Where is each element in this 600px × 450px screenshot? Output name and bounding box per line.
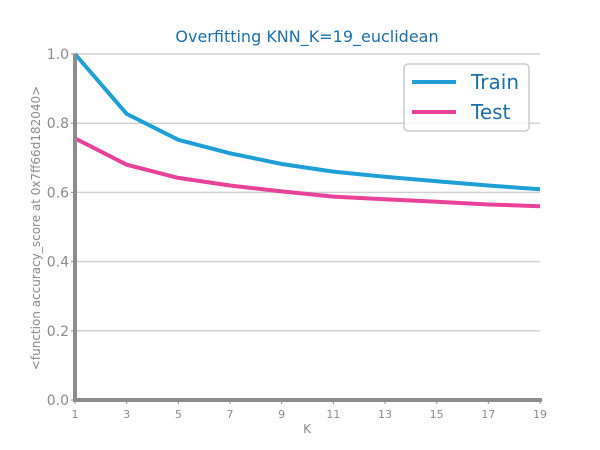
- y-axis-label: <function accuracy_score at 0x7ff66d1820…: [29, 86, 43, 370]
- y-tick-label: 1.0: [47, 47, 69, 63]
- y-tick-label: 0.6: [47, 185, 69, 201]
- x-tick-label: 7: [227, 408, 234, 421]
- series-lines: [73, 52, 541, 209]
- x-tick-label: 1: [72, 408, 79, 421]
- y-tick-label: 0.8: [47, 116, 69, 132]
- x-tick-label: 3: [123, 408, 130, 421]
- legend: Train Test: [403, 63, 530, 132]
- x-tick-label: 19: [533, 408, 547, 421]
- axes: [73, 54, 542, 402]
- legend-label-train: Train: [470, 70, 519, 94]
- y-tick-label: 0.4: [47, 255, 69, 271]
- x-tick-label: 17: [481, 408, 495, 421]
- x-tick-label: 11: [326, 408, 340, 421]
- chart-title: Overfitting KNN_K=19_euclidean: [175, 27, 438, 47]
- x-tick-label: 9: [278, 408, 285, 421]
- series-line-test: [74, 136, 541, 209]
- x-tick-label: 15: [430, 408, 444, 421]
- x-axis-label: K: [303, 422, 312, 436]
- x-tick-label: 13: [378, 408, 392, 421]
- y-ticks: 0.0 0.2 0.4 0.6 0.8 1.0: [47, 47, 75, 409]
- legend-label-test: Test: [470, 100, 511, 124]
- y-tick-label: 0.0: [47, 393, 69, 409]
- series-line-train: [73, 52, 541, 192]
- x-tick-label: 5: [175, 408, 182, 421]
- x-ticks: 1 3 5 7 9 11 13 15 17 19: [72, 400, 547, 421]
- y-tick-label: 0.2: [47, 324, 69, 340]
